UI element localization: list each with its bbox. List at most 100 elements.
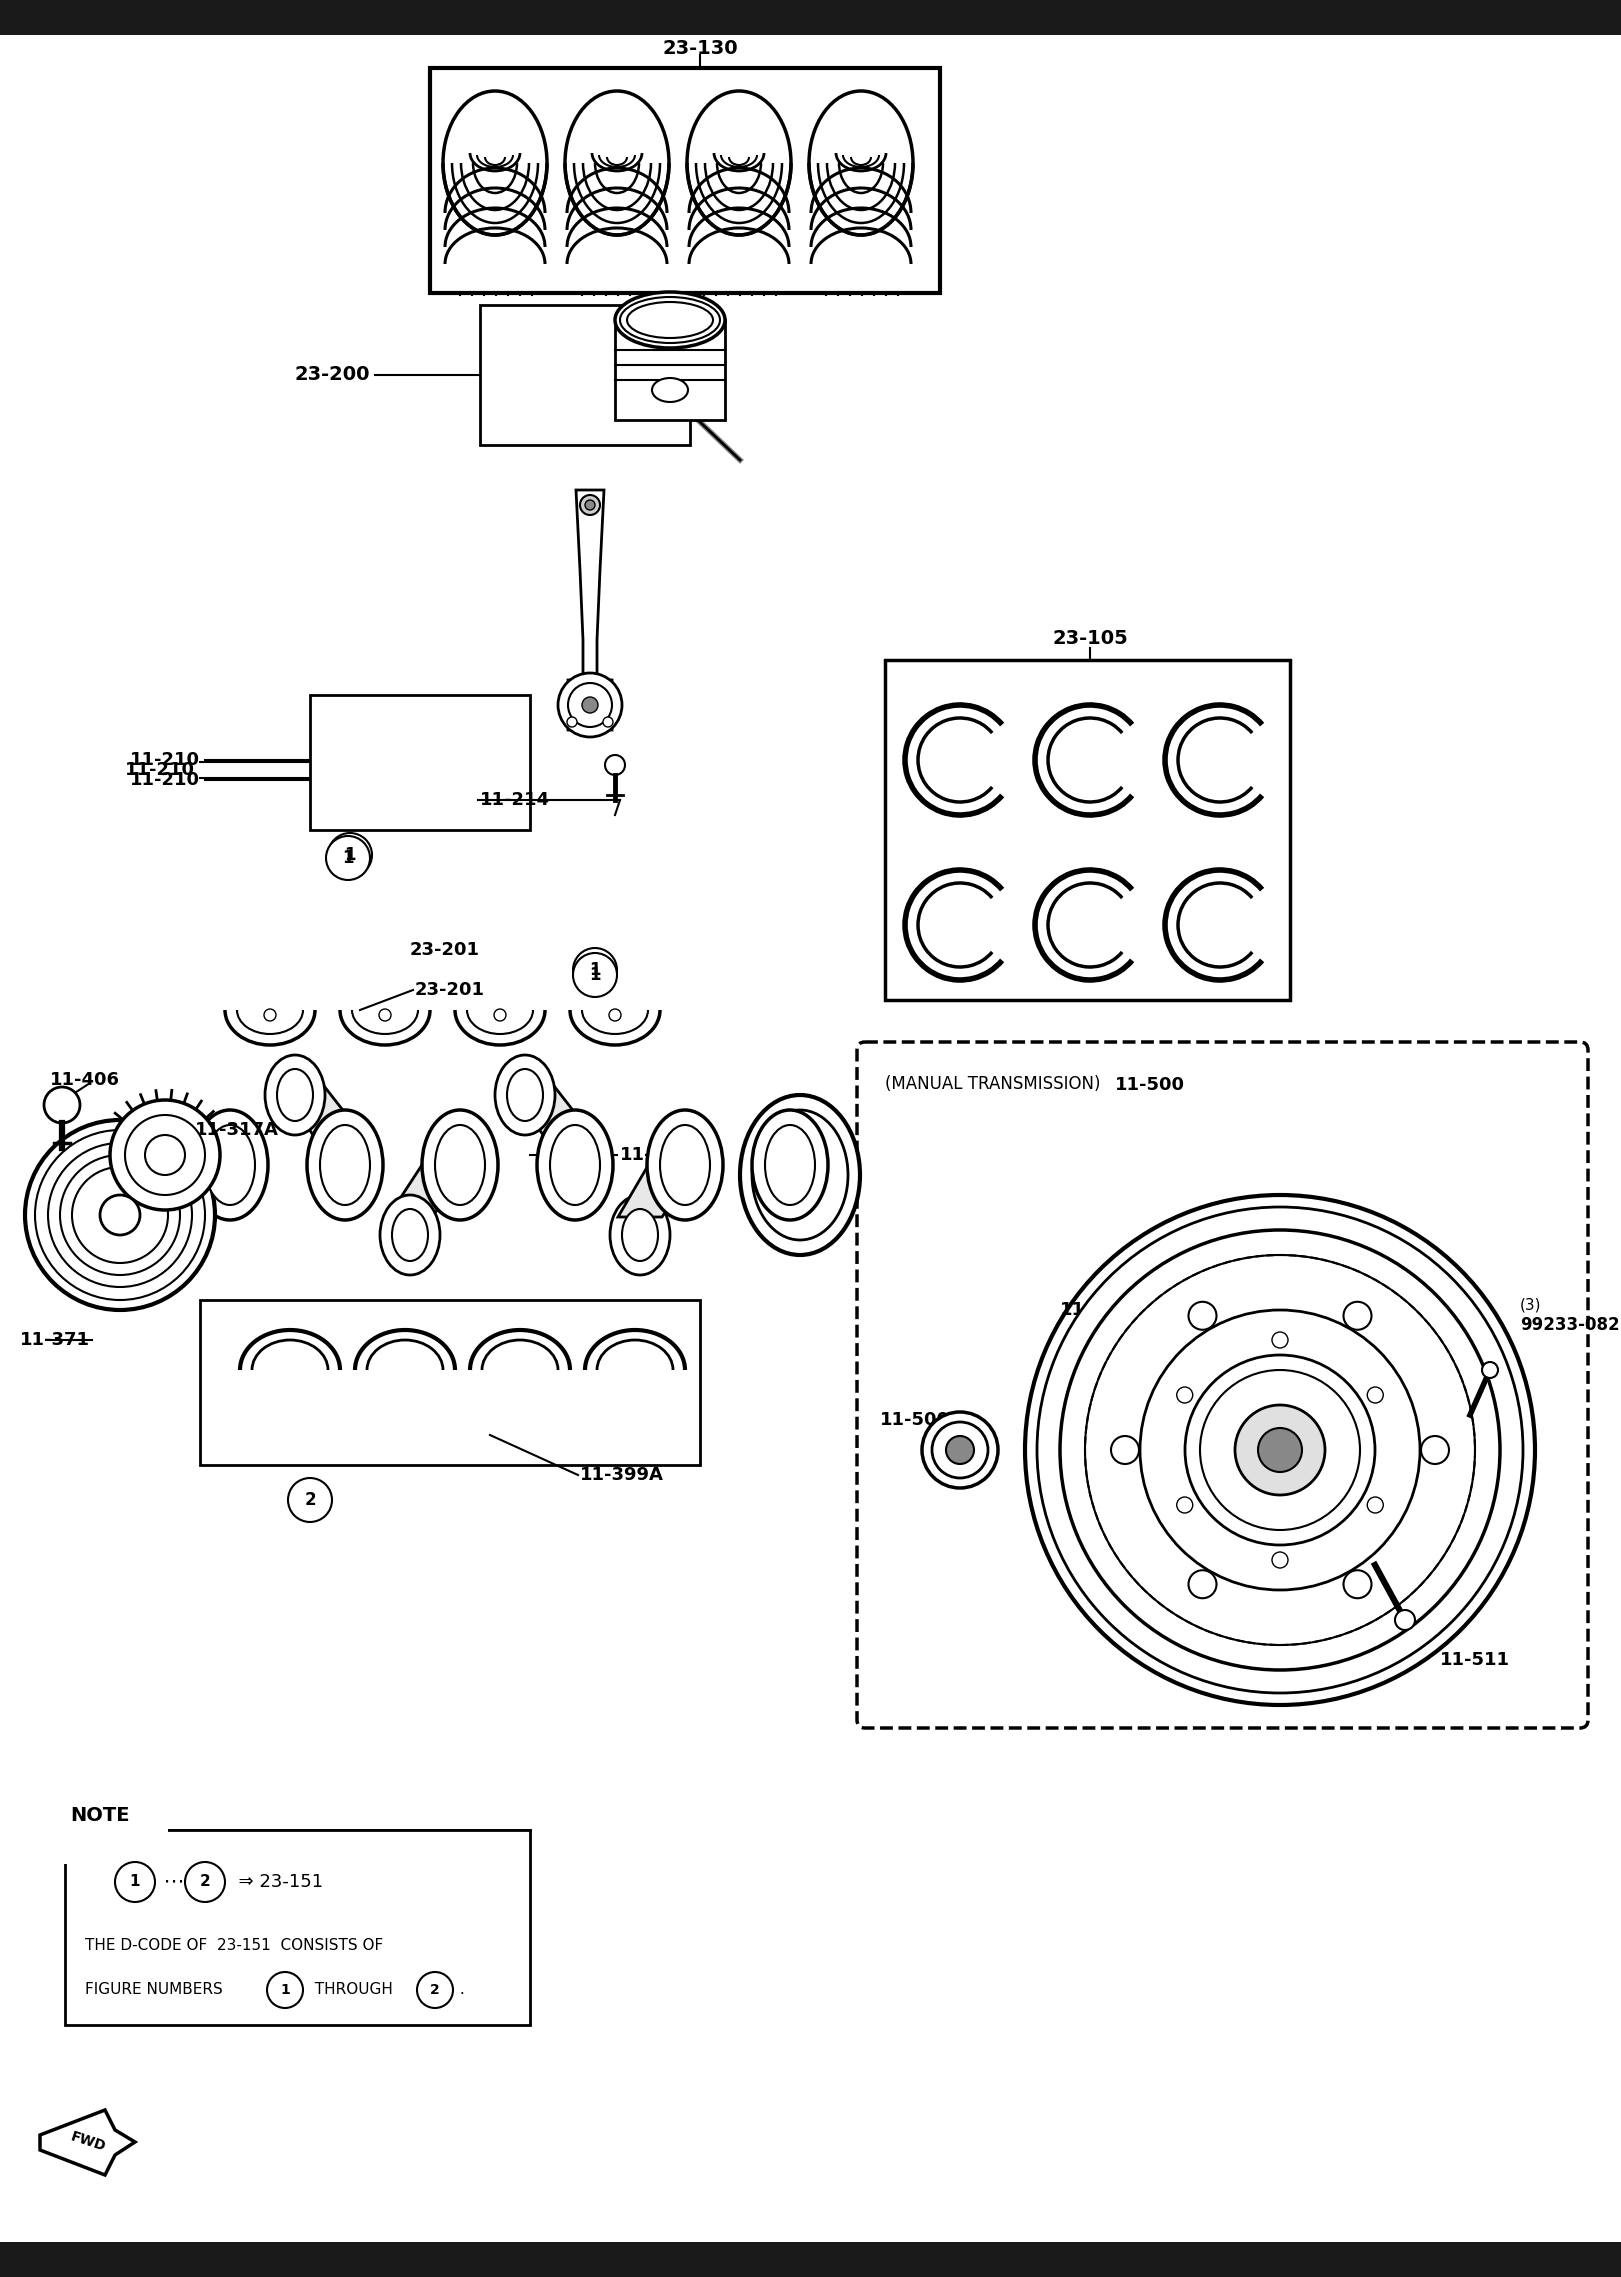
Bar [614, 321, 725, 419]
Circle shape [1140, 1309, 1420, 1589]
Text: 11-500: 11-500 [1115, 1077, 1185, 1093]
Polygon shape [387, 1145, 485, 1216]
Ellipse shape [614, 291, 725, 348]
Text: 11-371: 11-371 [19, 1332, 91, 1348]
Text: ⇒ 23-151: ⇒ 23-151 [227, 1874, 323, 1890]
Ellipse shape [627, 303, 713, 337]
Ellipse shape [775, 1141, 825, 1209]
Text: 1: 1 [344, 847, 355, 863]
Circle shape [1367, 1496, 1383, 1512]
Circle shape [1272, 1332, 1289, 1348]
Text: 11-301: 11-301 [619, 1145, 691, 1164]
Circle shape [603, 717, 613, 726]
Text: For your 2011 Mazda MX-5 Miata 2.0L MT W/RETRACTABLE HARD TOP P TOURING: For your 2011 Mazda MX-5 Miata 2.0L MT W… [554, 7, 1067, 20]
Circle shape [49, 1143, 191, 1287]
Circle shape [922, 1412, 999, 1487]
Circle shape [1177, 1496, 1193, 1512]
Ellipse shape [647, 1109, 723, 1220]
Text: 2: 2 [199, 1874, 211, 1890]
Circle shape [1258, 1428, 1302, 1471]
Ellipse shape [392, 1209, 428, 1261]
Text: (3): (3) [1520, 1298, 1542, 1312]
Text: 23-201: 23-201 [415, 981, 485, 1000]
Circle shape [1200, 1371, 1360, 1530]
Circle shape [1188, 1571, 1216, 1598]
Ellipse shape [421, 1109, 498, 1220]
Ellipse shape [752, 1109, 828, 1220]
Circle shape [609, 1009, 621, 1020]
Ellipse shape [306, 1109, 383, 1220]
Polygon shape [503, 1077, 600, 1145]
Bar [0, 2243, 1621, 2277]
Circle shape [125, 1116, 204, 1195]
Circle shape [1024, 1195, 1535, 1705]
Circle shape [1110, 1437, 1140, 1464]
Circle shape [71, 1168, 169, 1264]
Circle shape [582, 697, 598, 713]
Text: 11-210: 11-210 [130, 772, 199, 790]
Text: 11-210: 11-210 [130, 751, 199, 770]
Circle shape [1188, 1302, 1216, 1330]
Text: THROUGH: THROUGH [305, 1983, 392, 1997]
Circle shape [144, 1134, 185, 1175]
Circle shape [494, 1009, 506, 1020]
Circle shape [567, 683, 613, 726]
Text: PISTON, CRANKSHAFT & FLYWHEEL: PISTON, CRANKSHAFT & FLYWHEEL [603, 20, 1018, 41]
Text: 11-210: 11-210 [125, 761, 195, 779]
Text: 1: 1 [280, 1983, 290, 1997]
Ellipse shape [660, 1125, 710, 1205]
Circle shape [572, 947, 618, 993]
Text: THE D-CODE OF  23-151  CONSISTS OF: THE D-CODE OF 23-151 CONSISTS OF [84, 1938, 383, 1951]
Ellipse shape [741, 1095, 861, 1255]
Bar [199, 1300, 700, 1464]
Circle shape [932, 1423, 989, 1478]
Text: ⋯: ⋯ [157, 1872, 191, 1892]
Circle shape [267, 1972, 303, 2008]
Ellipse shape [609, 1195, 669, 1275]
Circle shape [1344, 1571, 1371, 1598]
Text: 11-399A: 11-399A [580, 1466, 665, 1485]
Bar [480, 305, 691, 444]
Ellipse shape [204, 1125, 254, 1205]
Circle shape [115, 1863, 156, 1901]
Text: 99233-0822: 99233-0822 [1520, 1316, 1621, 1334]
Ellipse shape [809, 91, 913, 235]
Text: 11-214: 11-214 [480, 790, 550, 808]
Text: 11-511: 11-511 [1439, 1651, 1511, 1669]
Circle shape [947, 1437, 974, 1464]
Circle shape [264, 1009, 276, 1020]
Ellipse shape [277, 1068, 313, 1120]
Circle shape [327, 833, 371, 877]
Text: .: . [456, 1983, 465, 1997]
Ellipse shape [687, 91, 791, 235]
Circle shape [110, 1100, 220, 1209]
Text: 1: 1 [590, 965, 601, 984]
Circle shape [1367, 1387, 1383, 1403]
Circle shape [289, 1478, 332, 1521]
Text: 11-406: 11-406 [50, 1070, 120, 1088]
Polygon shape [618, 1145, 710, 1216]
Text: 23-130: 23-130 [663, 39, 738, 57]
Circle shape [185, 1863, 225, 1901]
Ellipse shape [622, 1209, 658, 1261]
Ellipse shape [652, 378, 687, 403]
Bar [0, 0, 1621, 34]
Circle shape [558, 674, 622, 738]
Circle shape [572, 954, 618, 997]
Circle shape [44, 1086, 79, 1123]
Bar [430, 68, 940, 294]
Text: 2: 2 [430, 1983, 439, 1997]
Ellipse shape [765, 1125, 815, 1205]
Text: FIGURE NUMBERS: FIGURE NUMBERS [84, 1983, 222, 1997]
Text: 23-200: 23-200 [295, 367, 370, 385]
Text: 1: 1 [130, 1874, 141, 1890]
Ellipse shape [566, 91, 669, 235]
Circle shape [1396, 1610, 1415, 1630]
Circle shape [585, 501, 595, 510]
Polygon shape [567, 490, 613, 731]
Polygon shape [272, 1077, 370, 1145]
Circle shape [417, 1972, 452, 2008]
Circle shape [1422, 1437, 1449, 1464]
Bar [310, 694, 530, 831]
Text: 1: 1 [590, 961, 601, 979]
